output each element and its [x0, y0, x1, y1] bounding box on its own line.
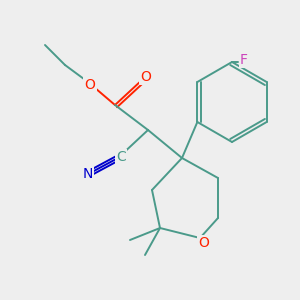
Text: N: N [83, 167, 93, 181]
Text: O: O [199, 236, 209, 250]
Text: O: O [85, 78, 95, 92]
Text: O: O [141, 70, 152, 84]
Text: F: F [240, 53, 248, 67]
Text: C: C [116, 150, 126, 164]
